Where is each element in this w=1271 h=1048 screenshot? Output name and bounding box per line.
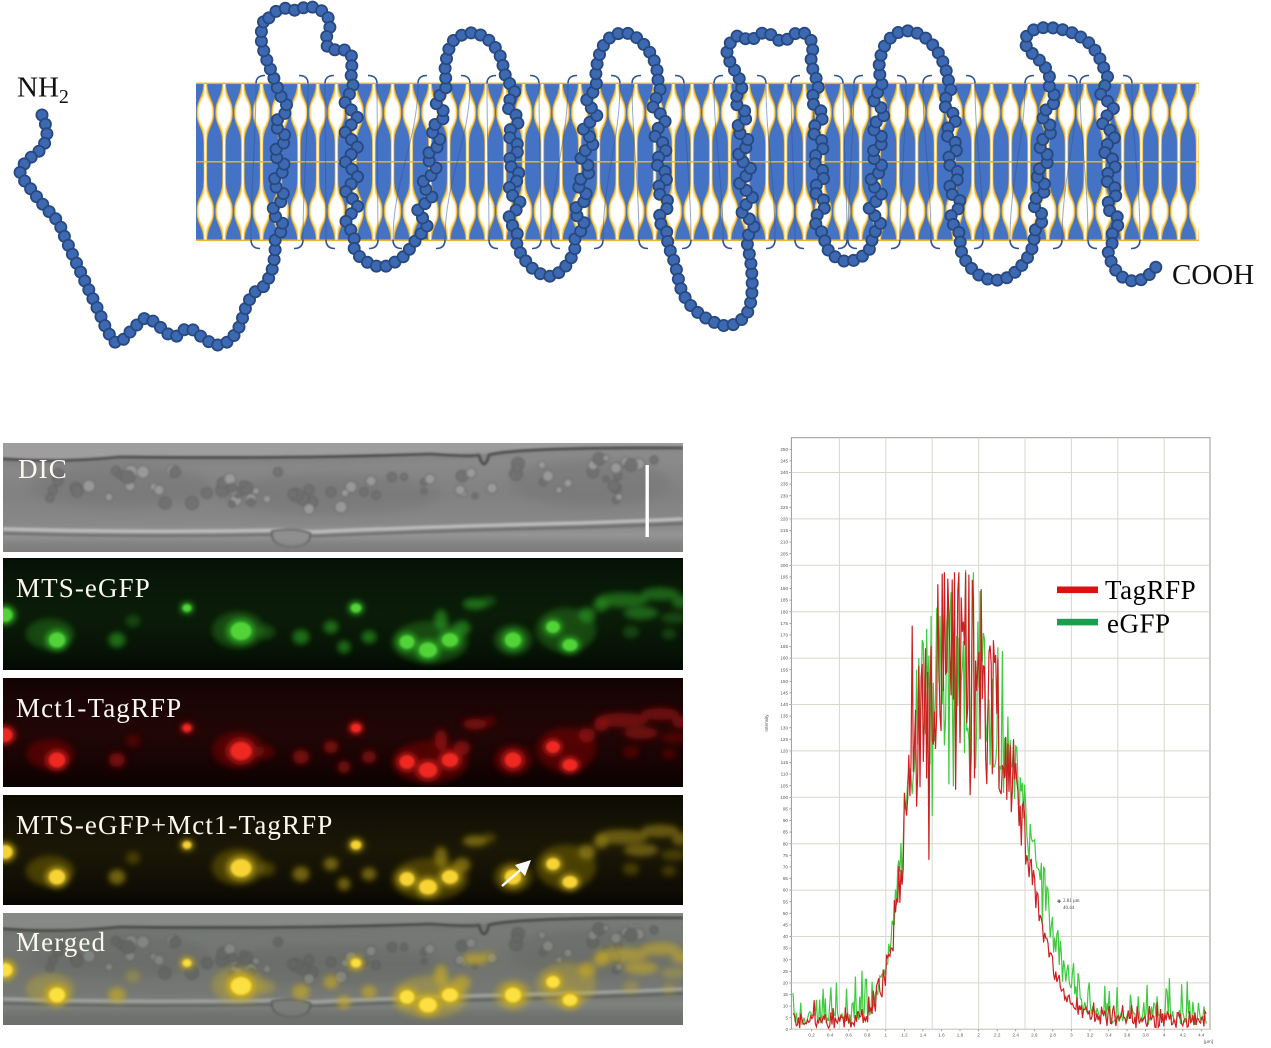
- svg-text:2.81 μm: 2.81 μm: [1063, 899, 1080, 904]
- svg-text:MTS-eGFP+Mct1-TagRFP: MTS-eGFP+Mct1-TagRFP: [16, 810, 333, 840]
- svg-text:205: 205: [780, 551, 788, 556]
- svg-text:DIC: DIC: [18, 454, 68, 484]
- svg-text:70: 70: [783, 865, 789, 870]
- svg-text:2.4: 2.4: [1013, 1033, 1020, 1038]
- svg-text:0.4: 0.4: [827, 1033, 834, 1038]
- svg-text:Mct1-TagRFP: Mct1-TagRFP: [16, 693, 182, 723]
- svg-text:[μm]: [μm]: [1204, 1039, 1213, 1044]
- svg-text:220: 220: [780, 517, 788, 522]
- svg-text:20: 20: [783, 981, 789, 986]
- svg-text:40: 40: [783, 934, 789, 939]
- svg-text:10: 10: [783, 1004, 789, 1009]
- svg-text:225: 225: [780, 505, 788, 510]
- svg-text:3.8: 3.8: [1142, 1033, 1149, 1038]
- svg-text:135: 135: [780, 714, 788, 719]
- svg-text:125: 125: [780, 737, 788, 742]
- svg-text:120: 120: [780, 749, 788, 754]
- svg-text:245: 245: [780, 459, 788, 464]
- svg-text:60: 60: [783, 888, 789, 893]
- svg-text:80: 80: [783, 841, 789, 846]
- svg-text:5: 5: [785, 1015, 788, 1020]
- svg-text:75: 75: [783, 853, 789, 858]
- svg-text:15: 15: [783, 992, 789, 997]
- svg-text:3.2: 3.2: [1087, 1033, 1094, 1038]
- svg-text:110: 110: [781, 772, 789, 777]
- svg-text:1.8: 1.8: [957, 1033, 964, 1038]
- svg-text:200: 200: [780, 563, 788, 568]
- svg-text:90: 90: [783, 818, 789, 823]
- svg-text:140: 140: [780, 702, 788, 707]
- svg-text:40.44: 40.44: [1063, 906, 1075, 911]
- svg-text:250: 250: [780, 447, 788, 452]
- svg-text:0.2: 0.2: [808, 1033, 815, 1038]
- svg-text:25: 25: [783, 969, 789, 974]
- svg-text:170: 170: [780, 633, 788, 638]
- svg-text:3.4: 3.4: [1105, 1033, 1112, 1038]
- svg-text:235: 235: [780, 482, 788, 487]
- svg-text:1.2: 1.2: [901, 1033, 908, 1038]
- svg-text:1.6: 1.6: [938, 1033, 945, 1038]
- svg-text:95: 95: [783, 807, 789, 812]
- svg-text:MTS-eGFP: MTS-eGFP: [16, 573, 151, 603]
- svg-text:145: 145: [780, 691, 788, 696]
- svg-text:150: 150: [780, 679, 788, 684]
- svg-text:230: 230: [780, 493, 788, 498]
- svg-text:185: 185: [780, 598, 788, 603]
- svg-text:50: 50: [783, 911, 789, 916]
- svg-text:45: 45: [783, 923, 789, 928]
- svg-text:2.6: 2.6: [1031, 1033, 1038, 1038]
- svg-text:35: 35: [783, 946, 789, 951]
- svg-text:0: 0: [785, 1027, 788, 1032]
- svg-text:4: 4: [1163, 1033, 1166, 1038]
- svg-text:240: 240: [780, 470, 788, 475]
- svg-text:2: 2: [977, 1033, 980, 1038]
- svg-text:4.4: 4.4: [1198, 1033, 1205, 1038]
- svg-text:3.6: 3.6: [1124, 1033, 1131, 1038]
- svg-text:195: 195: [780, 575, 788, 580]
- svg-text:130: 130: [780, 725, 788, 730]
- svg-text:215: 215: [780, 528, 788, 533]
- svg-text:Merged: Merged: [16, 927, 106, 957]
- svg-text:165: 165: [780, 644, 788, 649]
- svg-text:210: 210: [780, 540, 788, 545]
- svg-text:105: 105: [780, 783, 788, 788]
- svg-text:65: 65: [783, 876, 789, 881]
- svg-text:180: 180: [780, 609, 788, 614]
- svg-text:TagRFP: TagRFP: [1105, 575, 1196, 605]
- svg-text:4.2: 4.2: [1180, 1033, 1187, 1038]
- svg-text:175: 175: [780, 621, 788, 626]
- svg-text:1.4: 1.4: [920, 1033, 927, 1038]
- svg-text:30: 30: [783, 957, 789, 962]
- svg-text:eGFP: eGFP: [1107, 609, 1171, 639]
- svg-text:Intensity: Intensity: [764, 714, 769, 732]
- svg-text:160: 160: [780, 656, 788, 661]
- svg-text:55: 55: [783, 899, 789, 904]
- svg-text:✚: ✚: [1057, 899, 1061, 905]
- svg-text:0.6: 0.6: [846, 1033, 853, 1038]
- svg-text:85: 85: [783, 830, 789, 835]
- svg-text:0.8: 0.8: [864, 1033, 871, 1038]
- svg-text:155: 155: [780, 667, 788, 672]
- svg-text:100: 100: [780, 795, 788, 800]
- svg-text:2.2: 2.2: [994, 1033, 1001, 1038]
- svg-text:190: 190: [780, 586, 788, 591]
- svg-text:3: 3: [1070, 1033, 1073, 1038]
- svg-text:1: 1: [885, 1033, 888, 1038]
- svg-text:115: 115: [781, 760, 789, 765]
- svg-text:COOH: COOH: [1172, 259, 1254, 291]
- svg-text:2.8: 2.8: [1050, 1033, 1057, 1038]
